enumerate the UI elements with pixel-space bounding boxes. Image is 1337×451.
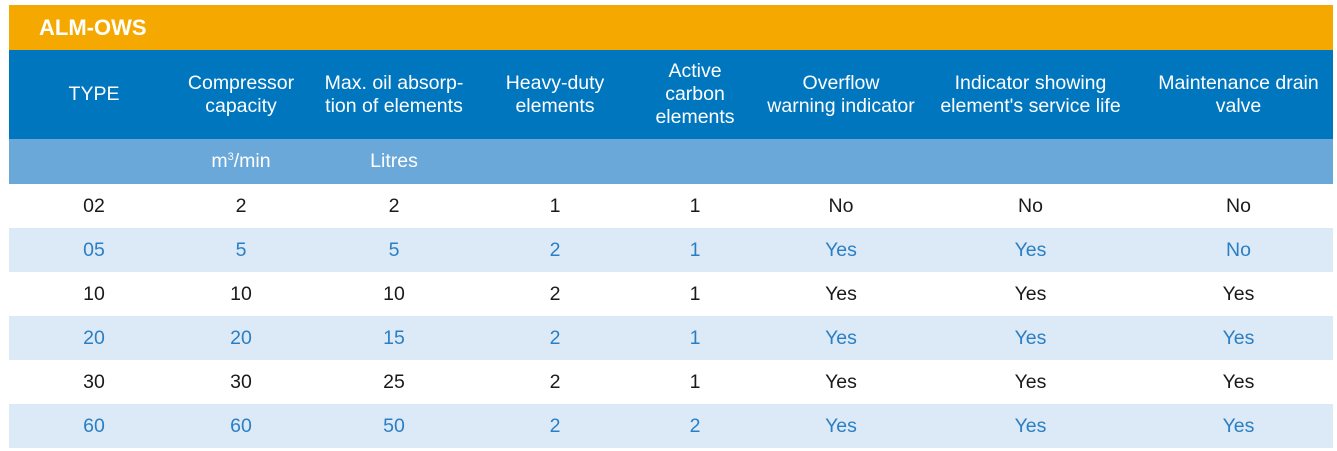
- table-cell: 10: [9, 272, 179, 316]
- table-cell: 60: [179, 404, 303, 448]
- table-cell: Yes: [765, 316, 917, 360]
- table-cell: Yes: [1144, 316, 1333, 360]
- table-row: 02 2 2 1 1 No No No: [9, 184, 1333, 228]
- col-header-overflow-warning: Overflow warning indicator: [765, 50, 917, 139]
- table-cell: 30: [179, 360, 303, 404]
- table-cell: 60: [9, 404, 179, 448]
- table-cell: Yes: [1144, 404, 1333, 448]
- table-row: 60 60 50 2 2 Yes Yes Yes: [9, 404, 1333, 448]
- table-cell: Yes: [765, 272, 917, 316]
- table-cell: 1: [625, 228, 765, 272]
- table-cell: Yes: [917, 404, 1144, 448]
- table-row: 05 5 5 2 1 Yes Yes No: [9, 228, 1333, 272]
- table-cell: Yes: [1144, 272, 1333, 316]
- table-cell: 2: [179, 184, 303, 228]
- col-header-max-oil-absorption: Max. oil absorp- tion of elements: [303, 50, 485, 139]
- col-header-maintenance-drain-valve: Maintenance drain valve: [1144, 50, 1333, 139]
- table-cell: 02: [9, 184, 179, 228]
- units-row: m3/min Litres: [9, 139, 1333, 184]
- table-title: ALM-OWS: [9, 5, 1333, 50]
- table-cell: 1: [625, 184, 765, 228]
- table-cell: Yes: [917, 272, 1144, 316]
- table-row: 20 20 15 2 1 Yes Yes Yes: [9, 316, 1333, 360]
- table-cell: 5: [179, 228, 303, 272]
- col-header-active-carbon-elements: Active carbon elements: [625, 50, 765, 139]
- table-cell: 20: [9, 316, 179, 360]
- table-cell: No: [765, 184, 917, 228]
- table-cell: 1: [625, 360, 765, 404]
- table-cell: 10: [303, 272, 485, 316]
- table-cell: 2: [485, 316, 625, 360]
- unit-type-empty: [9, 139, 179, 184]
- table-cell: 2: [303, 184, 485, 228]
- table-cell: Yes: [765, 360, 917, 404]
- unit-capacity: m3/min: [179, 139, 303, 184]
- table-cell: Yes: [917, 228, 1144, 272]
- table-cell: 05: [9, 228, 179, 272]
- table-cell: No: [917, 184, 1144, 228]
- table-cell: Yes: [917, 316, 1144, 360]
- unit-absorption: Litres: [303, 139, 485, 184]
- table-cell: 20: [179, 316, 303, 360]
- col-header-compressor-capacity: Compressor capacity: [179, 50, 303, 139]
- spec-table-container: ALM-OWS TYPE Compressor capacity Max. oi…: [9, 5, 1333, 448]
- table-cell: Yes: [765, 228, 917, 272]
- table-body: 02 2 2 1 1 No No No 05 5 5 2 1 Yes Yes No 10 10 10 2 1 Yes Yes…: [9, 184, 1333, 448]
- table-cell: 2: [485, 404, 625, 448]
- table-cell: 1: [485, 184, 625, 228]
- table-row: 10 10 10 2 1 Yes Yes Yes: [9, 272, 1333, 316]
- table-cell: 2: [485, 272, 625, 316]
- table-cell: 15: [303, 316, 485, 360]
- col-header-service-life-indicator: Indicator showing element's service life: [917, 50, 1144, 139]
- table-cell: No: [1144, 184, 1333, 228]
- table-cell: Yes: [1144, 360, 1333, 404]
- table-cell: No: [1144, 228, 1333, 272]
- spec-table: TYPE Compressor capacity Max. oil absorp…: [9, 50, 1333, 448]
- table-cell: 2: [485, 228, 625, 272]
- table-cell: 30: [9, 360, 179, 404]
- table-cell: Yes: [765, 404, 917, 448]
- table-row: 30 30 25 2 1 Yes Yes Yes: [9, 360, 1333, 404]
- table-cell: 2: [625, 404, 765, 448]
- col-header-type: TYPE: [9, 50, 179, 139]
- table-cell: Yes: [917, 360, 1144, 404]
- table-cell: 1: [625, 316, 765, 360]
- col-header-heavy-duty-elements: Heavy-duty elements: [485, 50, 625, 139]
- table-cell: 25: [303, 360, 485, 404]
- table-cell: 10: [179, 272, 303, 316]
- table-cell: 5: [303, 228, 485, 272]
- table-cell: 50: [303, 404, 485, 448]
- table-cell: 1: [625, 272, 765, 316]
- table-cell: 2: [485, 360, 625, 404]
- header-row: TYPE Compressor capacity Max. oil absorp…: [9, 50, 1333, 139]
